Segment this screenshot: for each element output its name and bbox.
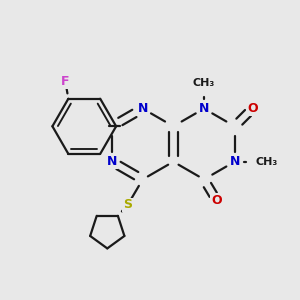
Text: CH₃: CH₃ [256, 157, 278, 167]
Text: S: S [123, 198, 132, 212]
Text: O: O [247, 102, 258, 115]
Text: N: N [230, 155, 240, 168]
Text: N: N [199, 102, 209, 115]
Text: N: N [137, 102, 148, 115]
Text: F: F [61, 75, 70, 88]
Text: CH₃: CH₃ [193, 78, 215, 88]
Text: O: O [211, 194, 222, 207]
Text: N: N [107, 155, 117, 168]
